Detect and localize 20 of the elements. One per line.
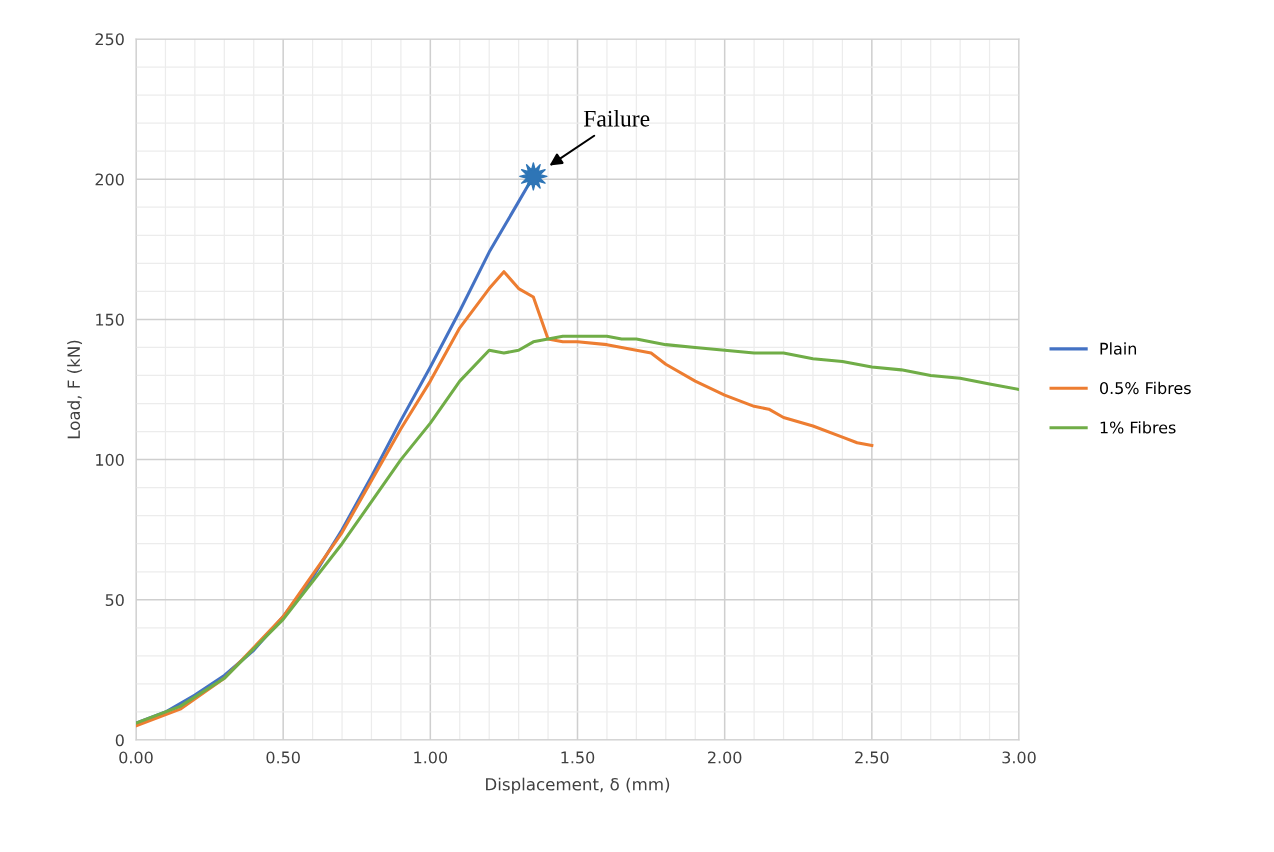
x-tick-label: 2.50 [855,751,889,764]
x-tick-label: 2.00 [708,751,742,764]
x-tick-label: 0.00 [119,751,153,764]
legend-label: 1% Fibres [1100,421,1176,434]
x-tick-label: 3.00 [1002,751,1036,764]
annotation: Failure [583,110,650,127]
y-tick-label: 150 [96,313,124,326]
y-tick-label: 0 [115,734,124,747]
legend-label: 0.5% Fibres [1100,381,1191,395]
x-tick-label: 1.00 [414,751,448,764]
y-tick-label: 200 [95,173,124,186]
y-tick-label: 50 [105,594,124,607]
y-tick-label: 250 [95,33,124,46]
y-tick-label: 100 [96,453,124,466]
x-axis-title: Displacement, δ (mm) [486,777,670,794]
line-series [136,334,1019,725]
x-tick-label: 1.50 [561,751,595,764]
legend-label: Plain [1100,342,1137,355]
y-axis-title: Load, F (kN) [67,340,83,439]
x-tick-label: 0.50 [266,751,300,764]
